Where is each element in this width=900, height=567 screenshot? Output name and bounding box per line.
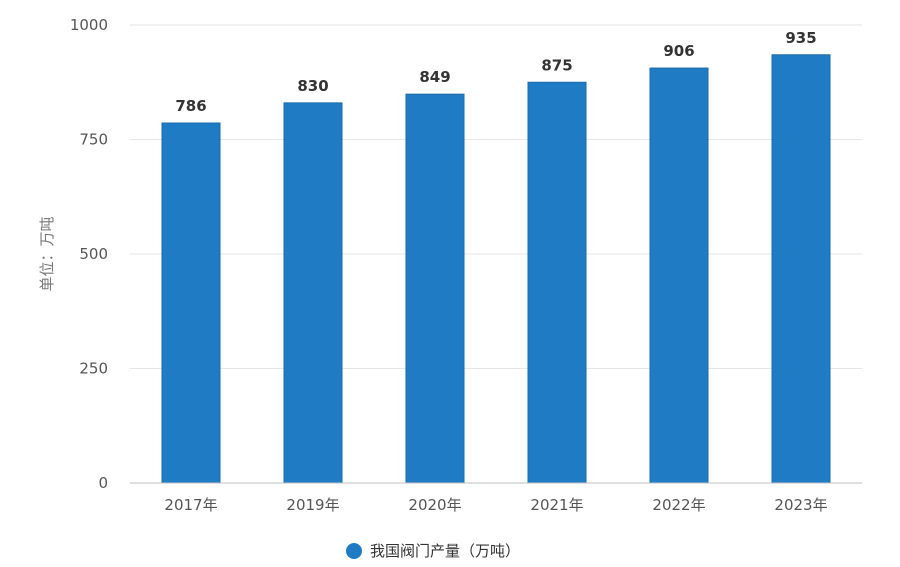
bar bbox=[527, 81, 587, 484]
bar bbox=[771, 54, 831, 484]
y-axis-ticks: 0 250 500 750 1000 bbox=[70, 16, 108, 492]
y-tick-label: 250 bbox=[79, 360, 108, 378]
x-tick-label: 2017年 bbox=[164, 496, 217, 514]
data-label: 849 bbox=[419, 68, 450, 86]
y-axis-label: 单位：万吨 bbox=[38, 216, 56, 291]
data-labels: 786 830 849 875 906 935 bbox=[175, 29, 816, 115]
x-tick-label: 2020年 bbox=[408, 496, 461, 514]
data-label: 935 bbox=[785, 29, 816, 47]
y-tick-label: 750 bbox=[79, 131, 108, 149]
data-label: 830 bbox=[297, 77, 328, 95]
legend-marker bbox=[346, 543, 362, 559]
data-label: 906 bbox=[663, 42, 694, 60]
x-tick-label: 2021年 bbox=[530, 496, 583, 514]
y-tick-label: 500 bbox=[79, 245, 108, 263]
data-label: 875 bbox=[541, 56, 572, 74]
bar bbox=[161, 122, 221, 484]
legend: 我国阀门产量（万吨） bbox=[346, 542, 520, 560]
bars bbox=[161, 54, 831, 484]
y-tick-label: 0 bbox=[98, 474, 108, 492]
bar bbox=[649, 67, 709, 484]
data-label: 786 bbox=[175, 97, 206, 115]
x-tick-label: 2022年 bbox=[652, 496, 705, 514]
x-axis-ticks: 2017年 2019年 2020年 2021年 2022年 2023年 bbox=[164, 496, 827, 514]
gridlines bbox=[130, 24, 862, 369]
x-tick-label: 2019年 bbox=[286, 496, 339, 514]
x-tick-label: 2023年 bbox=[774, 496, 827, 514]
legend-label: 我国阀门产量（万吨） bbox=[370, 542, 520, 560]
bar bbox=[283, 102, 343, 484]
bar bbox=[405, 93, 465, 484]
y-tick-label: 1000 bbox=[70, 16, 108, 34]
